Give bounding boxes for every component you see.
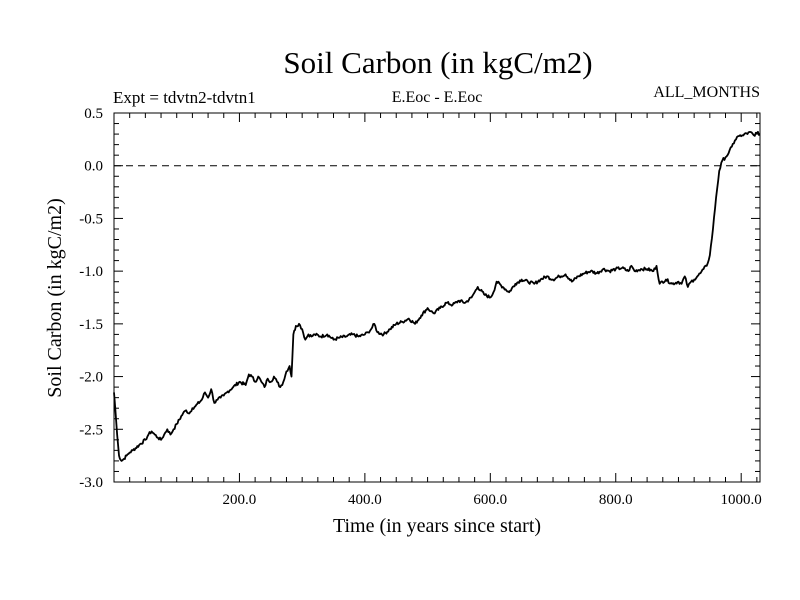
y-tick-label: -2.5 — [79, 422, 103, 438]
y-axis-tick-labels: 0.5 0.0 -0.5 -1.0 -1.5 -2.0 -2.5 -3.0 — [79, 106, 103, 491]
y-tick-label: -3.0 — [79, 475, 103, 491]
x-tick-label: 1000.0 — [721, 492, 762, 508]
x-tick-label: 800.0 — [599, 492, 633, 508]
y-tick-label: -1.5 — [79, 317, 103, 333]
x-axis-tick-labels: 200.0 400.0 600.0 800.0 1000.0 — [223, 492, 762, 508]
y-tick-label: -1.0 — [79, 264, 103, 280]
y-axis-label: Soil Carbon (in kgC/m2) — [44, 198, 66, 397]
x-tick-label: 200.0 — [223, 492, 257, 508]
chart-title: Soil Carbon (in kgC/m2) — [283, 45, 592, 80]
x-tick-label: 400.0 — [348, 492, 382, 508]
series-line-soil-carbon — [113, 130, 761, 462]
experiment-label: Expt = tdvtn2-tdvtn1 — [113, 88, 256, 107]
months-label: ALL_MONTHS — [653, 84, 760, 101]
x-axis-label: Time (in years since start) — [333, 515, 541, 537]
y-axis-ticks — [114, 112, 760, 483]
region-label: E.Eoc - E.Eoc — [392, 89, 483, 106]
x-axis-ticks — [129, 113, 758, 482]
y-tick-label: 0.0 — [84, 159, 103, 175]
plot-frame — [113, 112, 761, 483]
y-tick-label: -0.5 — [79, 211, 103, 227]
y-tick-label: -2.0 — [79, 370, 103, 386]
x-tick-label: 600.0 — [473, 492, 507, 508]
y-tick-label: 0.5 — [84, 106, 103, 122]
